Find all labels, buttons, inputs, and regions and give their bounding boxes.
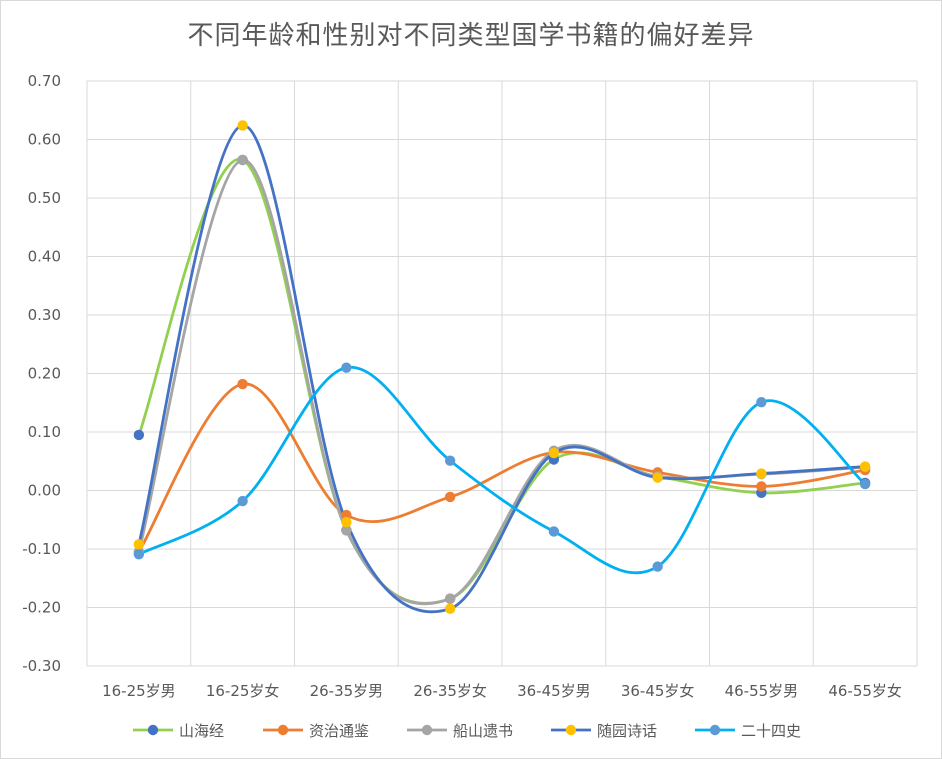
- data-point: [859, 461, 871, 472]
- x-tick-label: 36-45岁男: [517, 682, 591, 700]
- data-point: [756, 396, 767, 408]
- legend-marker: [421, 724, 433, 736]
- data-point: [444, 593, 456, 604]
- x-tick-label: 26-35岁男: [310, 682, 384, 700]
- x-tick-label: 26-35岁女: [413, 682, 487, 700]
- legend-marker: [709, 724, 721, 736]
- data-point: [133, 429, 145, 441]
- x-tick-label: 16-25岁女: [206, 682, 280, 700]
- x-tick-label: 46-55岁女: [828, 682, 902, 700]
- y-tick-label: 0.40: [28, 248, 61, 266]
- data-point: [756, 481, 767, 492]
- data-point: [133, 549, 145, 560]
- y-tick-label: 0.70: [28, 72, 61, 90]
- legend-marker: [565, 724, 577, 736]
- data-point: [341, 516, 352, 528]
- y-tick-label: 0.20: [28, 365, 61, 383]
- data-point: [859, 478, 871, 490]
- data-point: [341, 525, 352, 536]
- y-tick-label: 0.30: [28, 306, 61, 324]
- y-tick-label: -0.10: [22, 540, 61, 558]
- data-point: [444, 603, 456, 614]
- data-point: [444, 455, 456, 466]
- data-point: [237, 154, 248, 166]
- y-tick-label: -0.20: [22, 599, 61, 617]
- data-point: [756, 468, 767, 479]
- y-tick-label: -0.30: [22, 657, 61, 675]
- data-point: [237, 495, 248, 507]
- data-point: [133, 539, 145, 550]
- data-point: [548, 447, 560, 459]
- x-tick-label: 46-55岁男: [725, 682, 799, 700]
- data-point: [341, 362, 352, 373]
- series-line-4: [137, 124, 866, 614]
- y-tick-label: 0.10: [28, 423, 61, 441]
- chart-title: 不同年龄和性别对不同类型国学书籍的偏好差异: [187, 21, 755, 51]
- legend-marker: [147, 724, 159, 736]
- legend-label: 山海经: [179, 722, 224, 740]
- legend-marker: [277, 724, 289, 736]
- x-tick-label: 16-25岁男: [102, 682, 176, 700]
- data-point: [237, 378, 248, 390]
- data-point: [444, 491, 456, 503]
- data-point: [652, 472, 663, 483]
- y-tick-label: 0.50: [28, 189, 61, 207]
- y-tick-label: 0.60: [28, 131, 61, 149]
- legend-label: 资治通鉴: [309, 722, 369, 740]
- legend-label: 船山遗书: [453, 722, 513, 740]
- legend-label: 二十四史: [741, 722, 801, 740]
- y-tick-label: 0.00: [28, 482, 61, 500]
- series-line-5: [138, 366, 867, 575]
- data-point: [652, 561, 663, 572]
- data-point: [237, 120, 248, 131]
- legend-label: 随园诗话: [597, 722, 657, 740]
- x-tick-label: 36-45岁女: [621, 682, 695, 700]
- data-point: [548, 526, 560, 537]
